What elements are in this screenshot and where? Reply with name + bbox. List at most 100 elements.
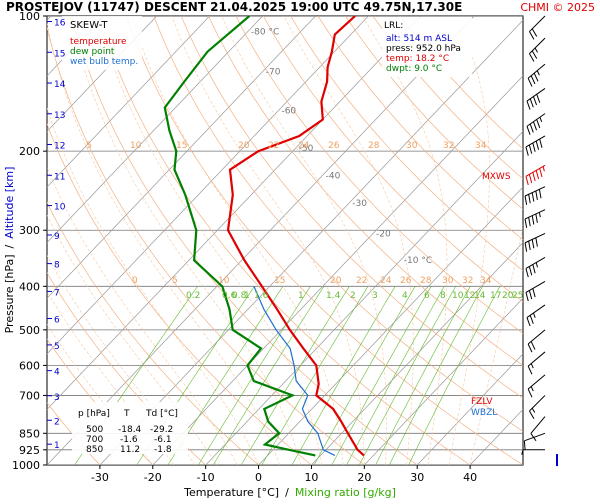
p-tick-label-1: 200	[19, 145, 40, 158]
wind-barb-4	[527, 114, 545, 135]
wind-feather	[533, 143, 535, 152]
wind-feather	[529, 290, 531, 299]
fzlv-label: FZLV	[471, 397, 493, 407]
x-tick-label-3: 0	[255, 471, 262, 484]
mixing-ratio-label-7: 2	[350, 291, 356, 301]
theta-upper-label-6: 26	[328, 141, 340, 151]
wind-feather	[526, 147, 528, 156]
mixing-ratio-label-14: 14	[474, 291, 486, 301]
wind-barb-16	[529, 395, 545, 418]
p-tick-label-7: 850	[19, 427, 40, 440]
x-tick-label-2: -10	[197, 471, 215, 484]
wind-feather	[543, 166, 544, 171]
wind-feather	[528, 344, 532, 352]
isotherm-label-6: -20	[376, 230, 391, 240]
x-axis-label-temperature: Temperature [°C]	[183, 486, 279, 499]
wind-feather	[532, 239, 534, 248]
wind-staff	[526, 281, 545, 292]
theta-lower-label-4: 20	[330, 276, 342, 286]
wind-staff	[528, 330, 545, 344]
y-axis-title: Pressure [hPa] / Altitude [km]	[3, 167, 16, 334]
theta-upper-label-4: 22	[268, 141, 279, 151]
y-axis-label-sep: /	[3, 244, 16, 248]
p-tick-label-8: 925	[19, 444, 40, 457]
wind-feather	[529, 194, 531, 203]
alt-tick-label-5: 11	[54, 172, 65, 182]
p-tick-label-2: 300	[19, 224, 40, 237]
mixing-ratio-label-15: 17	[490, 291, 501, 301]
theta-upper-label-3: 20	[238, 141, 250, 151]
wind-feather	[539, 189, 541, 198]
x-axis-label-mixing: Mixing ratio [g/kg]	[295, 486, 396, 499]
chart-label: SKEW-T	[70, 20, 108, 31]
legend-wet-bulb: wet bulb temp.	[70, 57, 138, 67]
theta-lower-label-6: 24	[380, 276, 392, 286]
theta-upper-label-9: 32	[443, 141, 454, 151]
x-tick-label-6: 30	[410, 471, 424, 484]
wind-feather	[529, 411, 534, 419]
wind-feather	[535, 48, 538, 52]
alt-tick-label-13: 3	[54, 393, 60, 403]
wind-feather	[536, 214, 538, 223]
wind-feather	[525, 243, 527, 252]
wind-feather	[532, 408, 535, 412]
p-tick-label-0: 100	[19, 10, 40, 23]
wind-staff	[527, 305, 545, 318]
wind-barb-18	[524, 433, 545, 449]
plot-area	[47, 16, 523, 465]
wind-feather	[540, 139, 542, 148]
wind-feather	[536, 238, 538, 247]
wind-barb-0	[529, 16, 545, 39]
x-tick-label-4: 10	[304, 471, 318, 484]
wind-staff	[531, 417, 545, 434]
p-tick-label-9: 1000	[12, 459, 40, 472]
wind-feather	[526, 268, 528, 277]
wind-feather	[529, 32, 534, 40]
y-axis-label-altitude: Altitude [km]	[3, 167, 16, 239]
alt-tick-label-4: 12	[54, 142, 65, 152]
wind-staff	[527, 88, 545, 101]
mixing-ratio-label-9: 4	[402, 291, 408, 301]
wind-feather	[529, 267, 531, 276]
theta-lower-label-8: 28	[420, 276, 432, 286]
wind-staff	[527, 114, 545, 127]
theta-lower-label-3: 15	[274, 276, 285, 286]
wind-staff	[525, 210, 545, 219]
table-row-700-td: -6.1	[154, 435, 172, 445]
theta-lower-label-10: 32	[462, 276, 473, 286]
mixing-ratio-label-3: 1	[244, 291, 250, 301]
wind-staff	[525, 233, 545, 242]
wind-feather	[524, 441, 525, 450]
wind-feather	[525, 196, 527, 205]
theta-upper-label-0: 5	[86, 141, 92, 151]
wind-barb-5	[526, 136, 545, 156]
wind-barb-11	[526, 281, 545, 301]
isotherm-label-4: -40	[326, 171, 341, 181]
wind-feather	[536, 191, 538, 200]
alt-tick-label-15: 1	[54, 441, 60, 451]
table-header-p: p [hPa]	[78, 409, 110, 419]
lrl-alt: alt: 514 m ASL	[386, 34, 452, 44]
mixing-ratio-label-12: 10	[452, 291, 464, 301]
p-tick-label-5: 600	[19, 359, 40, 372]
isotherm-label-0: -80 °C	[251, 28, 279, 38]
wind-feather	[540, 168, 542, 177]
wind-feather	[537, 94, 540, 102]
y-axis-label-pressure: Pressure [hPa]	[3, 254, 16, 333]
wind-staff	[526, 257, 545, 268]
theta-upper-label-8: 30	[406, 141, 418, 151]
wind-barb-1	[529, 38, 545, 61]
mixing-ratio-label-11: 8	[440, 291, 446, 301]
mxws-label: MXWS	[482, 172, 511, 182]
mixing-ratio-label-0: 0.2	[186, 291, 200, 301]
wind-feather	[527, 101, 530, 109]
lrl-dwpt: dwpt: 9.0 °C	[386, 64, 442, 74]
wind-staff	[529, 395, 545, 411]
p-tick-label-3: 400	[19, 280, 40, 293]
mixing-ratio-label-17: 25	[512, 291, 523, 301]
lrl-temp: temp: 18.2 °C	[386, 54, 449, 64]
wind-feather	[529, 241, 531, 250]
wind-feather	[533, 122, 536, 130]
wind-feather	[533, 265, 535, 274]
